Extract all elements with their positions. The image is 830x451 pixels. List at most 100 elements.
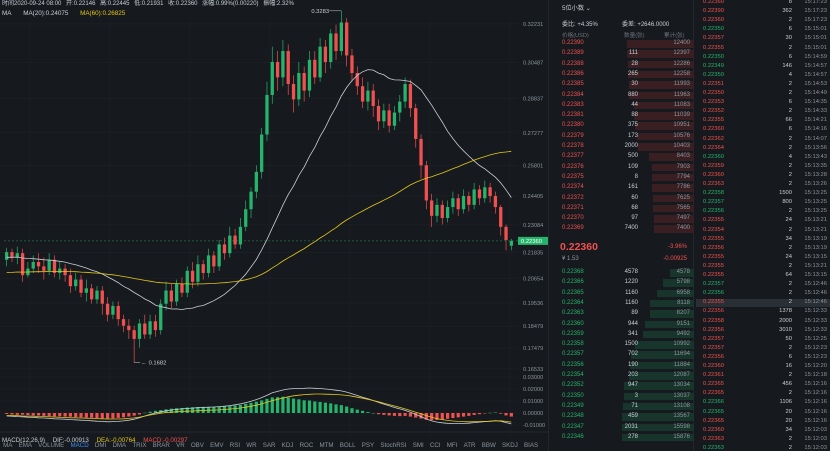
bid-row[interactable]: 0.22348 459 13567 <box>556 412 694 422</box>
trade-qty: 2 <box>788 244 792 251</box>
macd-bar <box>493 412 497 414</box>
ask-row[interactable]: 0.22375 8 7794 <box>556 173 694 183</box>
ask-row[interactable]: 0.22390 12400 <box>556 39 694 49</box>
ask-row[interactable]: 0.22374 161 7786 <box>556 183 694 193</box>
bid-row[interactable]: 0.22354 203 12087 <box>556 371 694 381</box>
bid-row[interactable]: 0.22358 1500 10992 <box>556 340 694 350</box>
ask-row[interactable]: 0.22383 44 11083 <box>556 101 694 111</box>
precision-select[interactable]: 5位小数 ⌄ <box>562 5 591 12</box>
trade-row: 0.22357 2 15:12:46 <box>696 281 830 289</box>
trade-qty: 2 <box>788 17 792 24</box>
indicator-tab-ema[interactable]: EMA <box>18 442 32 449</box>
indicator-tab-mfi[interactable]: MFI <box>446 442 458 449</box>
macd-bar <box>169 408 173 413</box>
chart-panel[interactable]: 时间2020-09-24 08:00 开:0.22146 高:0.22445 低… <box>0 0 549 451</box>
ask-row[interactable]: 0.22388 28 12286 <box>556 60 694 70</box>
bid-row[interactable]: 0.22352 947 13034 <box>556 381 694 391</box>
ask-row[interactable]: 0.22370 97 7497 <box>556 214 694 224</box>
macd-bar <box>63 413 67 417</box>
bid-row[interactable]: 0.22365 1160 6958 <box>556 289 694 299</box>
candle-body <box>137 323 142 339</box>
bid-total: 6958 <box>676 289 690 296</box>
ask-qty: 109 <box>627 163 638 170</box>
bid-row[interactable]: 0.22360 944 9151 <box>556 320 694 330</box>
indicator-tab-sar[interactable]: SAR <box>262 442 276 449</box>
indicator-tab-kdj[interactable]: KDJ <box>281 442 294 449</box>
macd-tick: 0.00000 <box>523 411 543 417</box>
bid-total: 11884 <box>673 361 690 368</box>
candle-body <box>398 101 402 113</box>
indicator-tab-bias[interactable]: BIAS <box>524 442 539 449</box>
trade-time: 15:13:19 <box>804 235 827 242</box>
bid-row[interactable]: 0.22349 71 13108 <box>556 402 694 412</box>
indicator-tab-bbw[interactable]: BBW <box>481 442 496 449</box>
ask-row[interactable]: 0.22384 880 11963 <box>556 91 694 101</box>
indicator-tab-boll[interactable]: BOLL <box>339 442 356 449</box>
candle-body <box>206 255 211 273</box>
price-tick: 0.27277 <box>523 131 543 137</box>
bid-row[interactable]: 0.22356 190 11884 <box>556 361 694 371</box>
indicator-tab-trix[interactable]: TRIX <box>132 442 147 449</box>
ask-row[interactable]: 0.22385 30 11993 <box>556 80 694 90</box>
indicator-tab-dma[interactable]: DMA <box>112 442 127 449</box>
ask-row[interactable]: 0.22389 111 12397 <box>556 49 694 59</box>
indicator-tab-roc[interactable]: ROC <box>299 442 314 449</box>
trade-qty: 2 <box>788 181 792 187</box>
bid-row[interactable]: 0.22363 89 8207 <box>556 309 694 319</box>
trade-price: 0.22356 <box>703 290 724 297</box>
trade-time: 15:12:03 <box>804 444 827 451</box>
indicator-tab-smi[interactable]: SMI <box>412 442 424 449</box>
indicator-tab-cci[interactable]: CCI <box>429 442 441 449</box>
indicator-tab-stochrsi[interactable]: StochRSI <box>380 442 407 449</box>
ask-price: 0.22371 <box>562 204 584 211</box>
indicator-tab-obv[interactable]: OBV <box>190 442 204 449</box>
ask-row[interactable]: 0.22376 109 7903 <box>556 163 694 173</box>
indicator-tab-ma[interactable]: MA <box>3 442 13 449</box>
trade-price: 0.22357 <box>703 344 724 351</box>
bid-row[interactable]: 0.22347 2031 15598 <box>556 423 694 433</box>
ask-row[interactable]: 0.22380 375 10951 <box>556 121 694 131</box>
ask-depth-bar <box>652 194 694 202</box>
macd-bar <box>313 401 317 413</box>
trade-time: 15:13:43 <box>804 153 827 160</box>
trade-qty: 362 <box>782 8 792 15</box>
indicator-tab-emv[interactable]: EMV <box>210 442 224 449</box>
ask-row[interactable]: 0.22371 68 7565 <box>556 204 694 214</box>
bid-row[interactable]: 0.22364 1160 8118 <box>556 299 694 309</box>
candle-body <box>403 83 407 102</box>
indicator-tab-skdj[interactable]: SKDJ <box>502 442 518 449</box>
bid-row[interactable]: 0.22357 702 11694 <box>556 350 694 360</box>
candle-body <box>499 207 503 227</box>
indicator-tab-atr[interactable]: ATR <box>463 442 476 449</box>
bid-row[interactable]: 0.22366 1220 5798 <box>556 278 694 288</box>
bid-row[interactable]: 0.22346 278 15876 <box>556 433 694 443</box>
ask-row[interactable]: 0.22369 7400 7400 <box>556 224 694 234</box>
ask-row[interactable]: 0.22378 2000 10403 <box>556 142 694 152</box>
indicator-tab-rsi[interactable]: RSI <box>229 442 241 449</box>
trade-time: 15:13:19 <box>804 244 827 251</box>
ask-row[interactable]: 0.22386 265 12258 <box>556 70 694 80</box>
indicator-tab-vr[interactable]: VR <box>176 442 185 449</box>
ask-row[interactable]: 0.22377 500 8403 <box>556 152 694 162</box>
ma-label[interactable]: MA <box>2 10 12 17</box>
macd-bar <box>307 400 312 413</box>
indicator-tab-wr[interactable]: WR <box>246 442 257 449</box>
candle-body <box>127 325 131 331</box>
bid-row[interactable]: 0.22359 341 9492 <box>556 330 694 340</box>
candlestick-chart[interactable]: 0.32231 0.30487 0.28837 0.27277 0.25801 0.244… <box>0 0 549 451</box>
info-change: 涨幅:0.99%(0.00220) <box>202 1 259 7</box>
indicator-tab-mtm[interactable]: MTM <box>319 442 334 449</box>
indicator-tab-macd[interactable]: MACD <box>70 442 89 449</box>
bid-row[interactable]: 0.22350 3 13037 <box>556 392 694 402</box>
bid-row[interactable]: 0.22368 4578 4578 <box>556 268 694 278</box>
indicator-tab-dmi[interactable]: DMI <box>94 442 107 449</box>
macd-bar <box>180 407 184 413</box>
indicator-tab-volume[interactable]: VOLUME <box>38 442 65 449</box>
trade-qty: 2 <box>788 344 792 351</box>
ask-row[interactable]: 0.22372 60 7625 <box>556 194 694 204</box>
ask-row[interactable]: 0.22381 88 11039 <box>556 111 694 121</box>
indicator-tab-brar[interactable]: BRAR <box>152 442 170 449</box>
candle-body <box>47 259 51 271</box>
ask-row[interactable]: 0.22379 173 10576 <box>556 132 694 142</box>
indicator-tab-psy[interactable]: PSY <box>361 442 375 449</box>
